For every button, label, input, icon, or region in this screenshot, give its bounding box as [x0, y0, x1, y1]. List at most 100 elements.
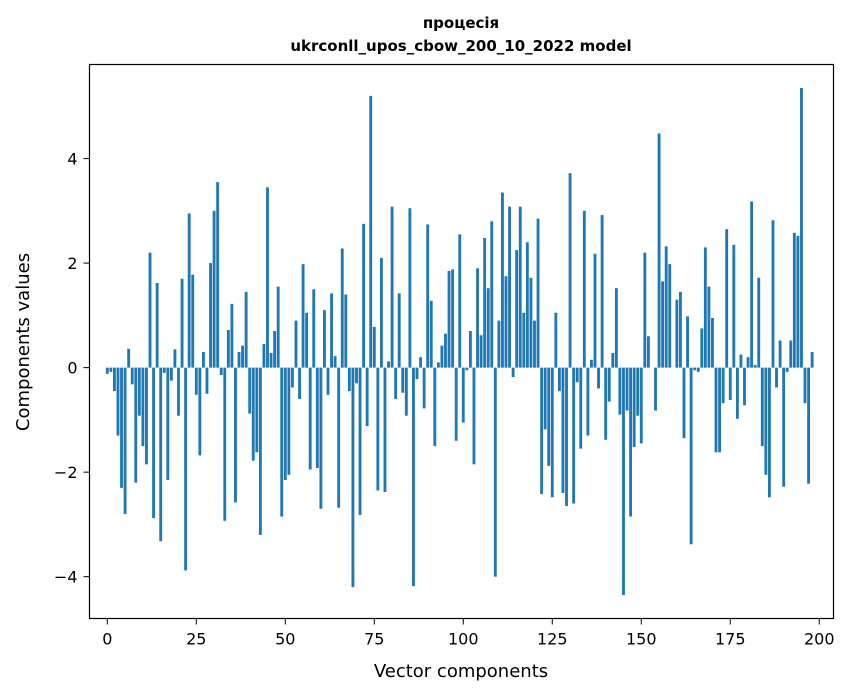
bar [290, 367, 294, 388]
bar [298, 367, 301, 399]
bar [689, 367, 693, 545]
bar [508, 206, 511, 368]
x-tick-label: 200 [804, 630, 835, 649]
bar [262, 344, 266, 368]
bar [725, 229, 729, 368]
bar [280, 367, 284, 517]
bar [493, 367, 497, 577]
bar [654, 367, 657, 411]
bar [116, 367, 120, 436]
bar [629, 367, 633, 517]
bar [550, 367, 554, 498]
bar [810, 351, 814, 368]
bar [543, 367, 547, 430]
bar [223, 367, 227, 521]
x-tick-label: 0 [102, 630, 112, 649]
bar [728, 367, 732, 401]
bar [148, 252, 152, 368]
bar [201, 351, 205, 368]
bar [184, 367, 188, 571]
bar [219, 367, 223, 375]
bar [337, 367, 341, 508]
bar [127, 348, 131, 368]
y-tick-label: −4 [54, 568, 78, 587]
bar [194, 367, 198, 395]
bar [557, 367, 561, 392]
bar [162, 367, 166, 373]
bar [198, 367, 202, 456]
bar [735, 367, 739, 419]
bar [294, 320, 298, 368]
bar [422, 367, 426, 409]
bar [753, 365, 757, 368]
bar [362, 223, 366, 368]
bar [205, 367, 209, 394]
bar [807, 367, 811, 484]
bar [248, 367, 252, 414]
bar [269, 353, 273, 368]
bar [440, 345, 444, 368]
bar [258, 367, 262, 535]
bar [379, 257, 383, 368]
bar [169, 367, 173, 381]
bar [130, 367, 134, 385]
x-axis-label: Vector components [374, 661, 548, 682]
bar [340, 248, 344, 368]
bar [244, 291, 248, 368]
bar [323, 310, 326, 368]
chart-title-line-2: ukrconll_upos_cbow_200_10_2022 model [290, 37, 631, 55]
bar [636, 367, 640, 416]
bar [622, 367, 625, 595]
bar [568, 173, 572, 368]
bar [372, 326, 376, 368]
bar [458, 234, 462, 368]
bar [533, 320, 536, 368]
bar [387, 361, 390, 368]
bar [251, 367, 255, 461]
bar [301, 264, 305, 368]
bar [266, 187, 269, 368]
bar [600, 215, 604, 368]
bar [775, 367, 778, 388]
bar [686, 316, 689, 368]
bar [408, 208, 412, 368]
bar [565, 367, 568, 507]
bar [579, 367, 583, 449]
bar [351, 367, 355, 588]
bar [383, 367, 387, 493]
bar [123, 367, 127, 514]
bar [134, 367, 138, 483]
bar [743, 367, 746, 406]
bar [682, 367, 686, 439]
bar [760, 367, 764, 447]
bar [714, 367, 718, 453]
bar [597, 367, 600, 389]
bar [444, 333, 447, 368]
bar [344, 294, 348, 368]
bar [561, 367, 565, 494]
bar [668, 264, 672, 368]
bar [137, 367, 141, 416]
bar [771, 220, 775, 368]
x-axis-ticks: 0 25 50 75 100 125 150 175 200 [102, 618, 835, 649]
bar [497, 320, 501, 368]
bar [333, 356, 337, 368]
bar [112, 367, 116, 392]
bar [226, 330, 230, 368]
bar [397, 293, 401, 368]
y-tick-label: 4 [67, 150, 77, 169]
bar [209, 263, 212, 368]
bar [365, 367, 369, 427]
bar [643, 252, 647, 368]
bar [525, 242, 529, 368]
plot-frame [88, 63, 835, 620]
bar [330, 293, 333, 368]
x-tick-label: 150 [626, 630, 657, 649]
bar [486, 288, 490, 368]
x-tick-label: 25 [186, 630, 206, 649]
bar [472, 367, 476, 465]
bar [283, 367, 287, 480]
bar [792, 232, 796, 368]
bar [394, 367, 398, 399]
bar [177, 367, 180, 416]
